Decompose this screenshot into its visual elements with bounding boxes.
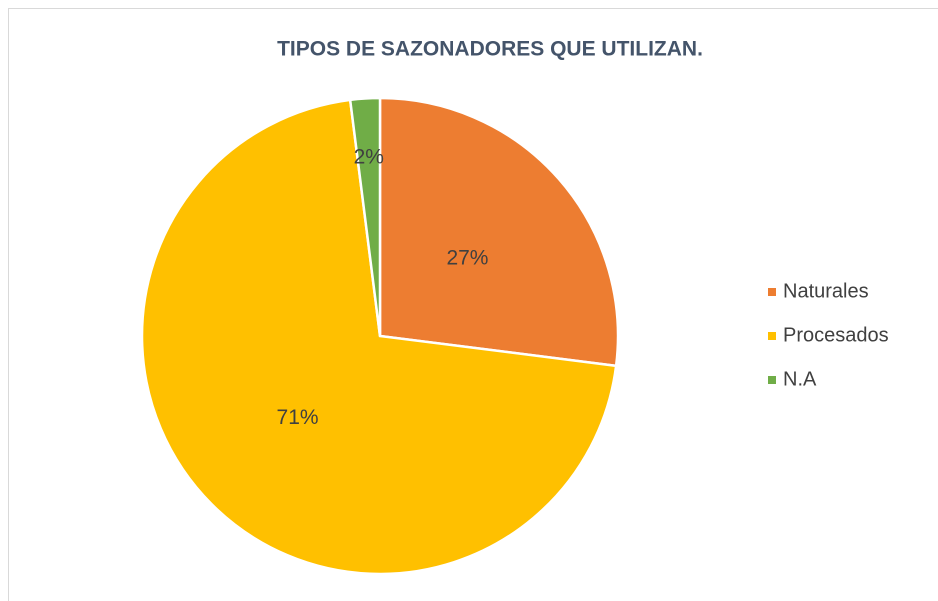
legend-label: N.A (783, 368, 817, 390)
chart-title: TIPOS DE SAZONADORES QUE UTILIZAN. (277, 38, 703, 61)
pie-slice (378, 96, 620, 368)
data-label: 71% (277, 406, 319, 429)
legend-label: Procesados (783, 324, 889, 346)
legend-label: Naturales (783, 280, 869, 302)
legend-swatch (768, 376, 776, 384)
legend-swatch (768, 288, 776, 296)
data-label: 27% (446, 246, 488, 269)
legend-swatch (768, 332, 776, 340)
pie-slice (140, 98, 618, 576)
pie-slice (348, 96, 382, 337)
data-label: 2% (354, 145, 384, 168)
